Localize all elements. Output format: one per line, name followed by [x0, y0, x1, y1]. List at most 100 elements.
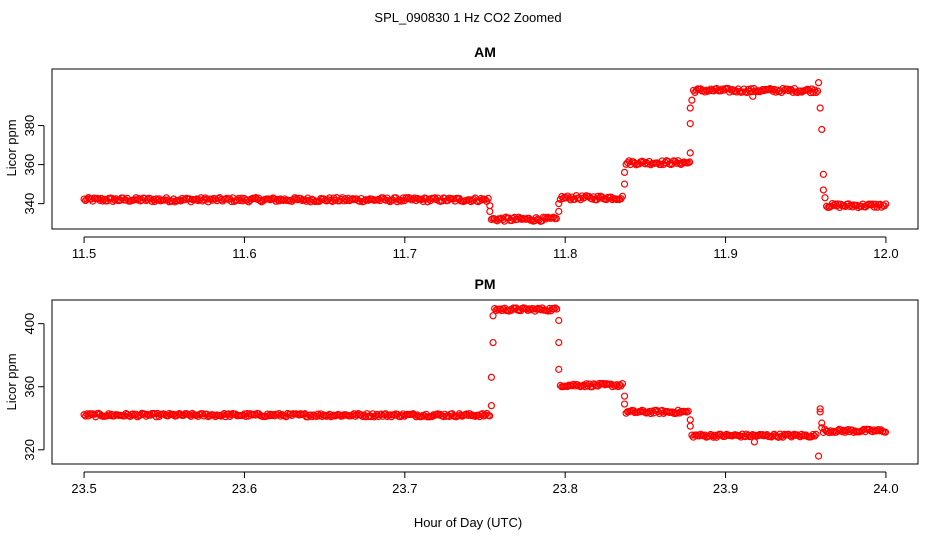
am-data-point: [686, 158, 694, 166]
pm-transition-point: [487, 373, 496, 381]
am-points: [80, 79, 890, 225]
am-transition-point: [819, 186, 827, 194]
pm-transition-point: [555, 316, 563, 325]
am-data-point: [657, 161, 665, 169]
am-x-tick-label: 12.0: [873, 246, 898, 261]
am-transition-point: [686, 104, 694, 112]
pm-transition-point: [489, 338, 497, 347]
pm-data-point: [874, 425, 882, 434]
pm-panel-title: PM: [475, 276, 496, 292]
am-transition-point: [620, 180, 629, 188]
am-segment-0: [80, 194, 492, 206]
pm-transition-point: [489, 312, 497, 320]
am-axes: 11.5 11.6 11.7 11.8 11.9 12.0 340 360 380: [22, 68, 919, 261]
pm-transition-point: [750, 438, 759, 446]
pm-transition-point: [487, 402, 496, 410]
pm-data-point: [486, 412, 494, 420]
am-segment-1: [487, 213, 560, 225]
am-segment-4: [689, 84, 822, 97]
pm-transition-point: [814, 452, 823, 460]
am-transition-point: [686, 120, 694, 128]
am-data-point: [814, 87, 822, 95]
pm-points: [80, 304, 890, 460]
pm-data-point: [618, 380, 627, 388]
pm-transition-point: [686, 422, 694, 430]
pm-transition-point: [818, 424, 826, 432]
am-data-point: [484, 194, 492, 202]
am-panel-title: AM: [474, 44, 496, 60]
am-data-point: [671, 157, 679, 166]
am-y-tick-label: 340: [22, 193, 37, 215]
pm-data-point: [812, 430, 820, 438]
x-axis-label: Hour of Day (UTC): [414, 515, 522, 530]
pm-transition-point: [555, 365, 563, 373]
pm-axes: 23.5 23.6 23.7 23.8 23.9 24.0 320 360 400: [22, 299, 919, 496]
am-transition-point: [555, 207, 563, 216]
am-x-tick-label: 11.7: [393, 246, 417, 261]
am-x-tick-label: 11.9: [713, 246, 737, 261]
am-data-point: [812, 88, 820, 97]
am-transition-point: [816, 104, 824, 112]
pm-transition-point: [555, 338, 563, 347]
pm-transition-point: [686, 416, 694, 424]
pm-panel: PM Licor ppm 23.5 23.6 23.7 23.8 23.9 24.0 320…: [4, 276, 919, 496]
pm-x-tick-label: 23.6: [232, 481, 257, 496]
pm-transition-point: [816, 408, 824, 416]
am-transition-point: [814, 79, 823, 87]
pm-segment-3: [622, 406, 692, 418]
pm-y-tick-label: 360: [22, 376, 37, 398]
am-y-axis-label: Licor ppm: [4, 119, 19, 176]
am-transition-point: [686, 149, 694, 157]
pm-data-point: [553, 305, 561, 313]
pm-transition-point: [818, 419, 826, 427]
am-data-point: [783, 85, 791, 93]
pm-data-point: [790, 430, 798, 438]
am-data-point: [882, 200, 890, 208]
pm-y-tick-label: 320: [22, 439, 37, 461]
pm-data-point: [551, 304, 559, 312]
am-data-point: [618, 192, 627, 200]
pm-data-point: [308, 413, 316, 421]
am-data-point: [552, 214, 560, 223]
pm-segment-4: [688, 430, 820, 441]
am-x-tick-label: 11.6: [232, 246, 256, 261]
pm-x-tick-label: 23.5: [71, 481, 96, 496]
am-transition-point: [555, 200, 563, 208]
pm-y-axis-label: Licor ppm: [4, 353, 19, 410]
pm-data-point: [809, 430, 817, 439]
am-segment-5: [822, 199, 890, 212]
pm-y-tick-label: 400: [22, 313, 37, 335]
figure-title: SPL_090830 1 Hz CO2 Zoomed: [374, 10, 561, 25]
am-data-point: [717, 87, 725, 95]
am-plot-frame: [51, 68, 919, 230]
am-y-tick-label: 380: [22, 115, 37, 137]
am-transition-point: [620, 168, 629, 177]
am-transition-point: [749, 92, 757, 100]
pm-plot-frame: [51, 299, 919, 465]
pm-data-point: [684, 407, 692, 415]
pm-x-tick-label: 24.0: [873, 481, 898, 496]
pm-transition-point: [620, 392, 629, 400]
pm-segment-2: [556, 379, 627, 391]
am-transition-point: [819, 170, 827, 178]
am-x-tick-label: 11.8: [553, 246, 577, 261]
am-segment-3: [622, 157, 694, 169]
am-transition-point: [818, 125, 826, 134]
pm-segment-5: [819, 425, 890, 437]
pm-data-point: [434, 410, 442, 418]
am-transition-point: [688, 96, 696, 104]
am-y-tick-label: 360: [22, 154, 37, 176]
pm-segment-1: [491, 304, 561, 315]
pm-x-tick-label: 23.8: [553, 481, 578, 496]
am-data-point: [701, 88, 709, 96]
pm-transition-point: [620, 400, 629, 408]
am-transition-point: [486, 207, 494, 216]
am-data-point: [99, 197, 107, 205]
pm-data-point: [844, 426, 852, 434]
am-data-point: [594, 192, 602, 200]
am-transition-point: [821, 194, 829, 202]
pm-data-point: [481, 411, 489, 419]
pm-x-tick-label: 23.9: [713, 481, 738, 496]
am-segment-2: [556, 192, 627, 204]
